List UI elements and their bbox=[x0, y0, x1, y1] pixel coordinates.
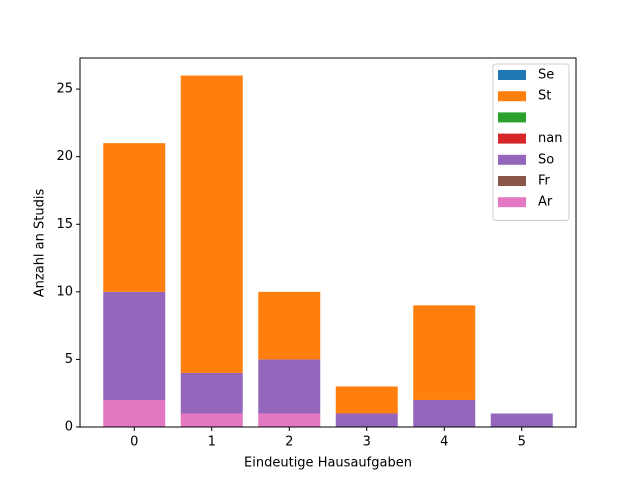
bar bbox=[103, 399, 166, 427]
legend-label: St bbox=[538, 89, 551, 104]
x-tick-label: 2 bbox=[285, 435, 293, 450]
y-tick-label: 25 bbox=[56, 82, 73, 97]
y-axis-label: Anzahl an Studis bbox=[33, 189, 48, 298]
bar bbox=[490, 413, 553, 427]
legend-label: Se bbox=[538, 68, 554, 83]
legend-swatch bbox=[498, 197, 526, 208]
legend-swatch bbox=[498, 70, 526, 80]
y-tick-label: 10 bbox=[56, 284, 73, 299]
bar bbox=[258, 359, 321, 414]
bar bbox=[335, 413, 398, 427]
bar bbox=[335, 386, 398, 414]
y-tick-label: 20 bbox=[56, 149, 73, 164]
legend-label: So bbox=[538, 152, 554, 167]
bar bbox=[180, 372, 243, 414]
y-tick-label: 15 bbox=[56, 217, 73, 232]
legend-label: nan bbox=[538, 131, 562, 146]
legend-swatch bbox=[498, 112, 526, 123]
legend-label: Ar bbox=[538, 195, 553, 210]
bar bbox=[180, 75, 243, 373]
y-tick-label: 5 bbox=[65, 352, 73, 367]
x-tick-label: 1 bbox=[208, 435, 216, 450]
legend-swatch bbox=[498, 176, 526, 186]
legend-swatch bbox=[498, 91, 526, 102]
legend-swatch bbox=[498, 133, 526, 144]
bar bbox=[103, 143, 166, 292]
x-tick-label: 0 bbox=[130, 435, 138, 450]
x-tick-label: 4 bbox=[440, 435, 448, 450]
x-axis-label: Eindeutige Hausaufgaben bbox=[244, 456, 412, 471]
bar bbox=[258, 413, 321, 427]
legend-label: Fr bbox=[538, 174, 551, 189]
plot-frame bbox=[79, 57, 577, 428]
bar bbox=[413, 305, 476, 400]
bar bbox=[413, 399, 476, 427]
x-tick-label: 5 bbox=[518, 435, 526, 450]
bar bbox=[103, 291, 166, 400]
bar bbox=[258, 291, 321, 360]
x-tick-label: 3 bbox=[363, 435, 371, 450]
y-tick-label: 0 bbox=[65, 420, 73, 435]
legend-swatch bbox=[498, 154, 526, 165]
bar bbox=[180, 413, 243, 427]
